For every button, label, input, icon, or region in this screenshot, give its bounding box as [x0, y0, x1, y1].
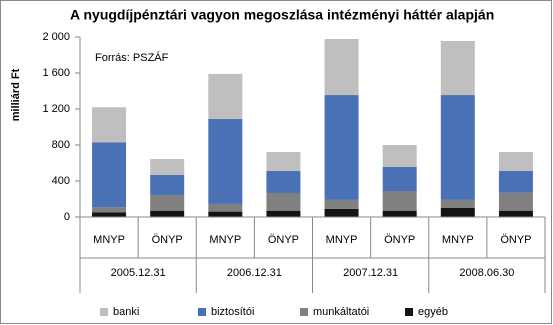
legend-label: biztosítói — [211, 306, 254, 318]
x-tick-label: MNYP — [209, 234, 241, 246]
bar-segment — [440, 95, 475, 200]
bar-segment — [150, 194, 185, 211]
bar-segment — [208, 211, 243, 217]
bar-segment — [150, 174, 185, 195]
legend-label: munkáltatói — [313, 306, 369, 318]
bar-segment — [266, 152, 301, 172]
legend-swatch — [100, 308, 108, 316]
bar-segment — [440, 40, 475, 96]
x-tick-label: ÖNYP — [500, 234, 531, 246]
bar-segment — [498, 192, 533, 211]
group-label: 2006.12.31 — [227, 267, 282, 279]
bar-segment — [324, 199, 359, 209]
bar-segment — [382, 210, 417, 217]
bar-segment — [382, 166, 417, 191]
group-label: 2005.12.31 — [111, 267, 166, 279]
bar-segment — [440, 199, 475, 208]
bar-segment — [208, 203, 243, 212]
bar-segment — [440, 208, 475, 217]
bar-segment — [498, 210, 533, 217]
bar-segment — [266, 192, 301, 211]
annotation: Forrás: PSZÁF — [95, 51, 169, 64]
bar-segment — [208, 118, 243, 204]
bar-segment — [324, 208, 359, 217]
y-tick-label: 2 000 — [42, 31, 70, 43]
legend-swatch — [198, 308, 206, 316]
bar-segment — [150, 210, 185, 217]
bar-segment — [382, 145, 417, 167]
bar-segment — [324, 95, 359, 200]
bar-segment — [266, 210, 301, 217]
y-tick-label: 800 — [52, 139, 70, 151]
group-label: 2007.12.31 — [343, 267, 398, 279]
chart-title: A nyugdíjpénztári vagyon megoszlása inté… — [70, 7, 494, 23]
bar-segment — [150, 159, 185, 175]
legend-label: egyéb — [418, 306, 448, 318]
y-tick-label: 0 — [64, 211, 70, 223]
group-label: 2008.06.30 — [459, 267, 514, 279]
y-tick-label: 1 200 — [42, 103, 70, 115]
y-tick-label: 1 600 — [42, 67, 70, 79]
bar-segment — [324, 38, 359, 96]
x-tick-label: MNYP — [326, 234, 358, 246]
bar-segment — [208, 73, 243, 119]
x-tick-label: ÖNYP — [384, 234, 415, 246]
x-tick-label: ÖNYP — [152, 234, 183, 246]
legend-label: banki — [113, 306, 139, 318]
x-tick-label: ÖNYP — [268, 234, 299, 246]
x-tick-label: MNYP — [93, 234, 125, 246]
bar-segment — [382, 190, 417, 211]
legend-swatch — [405, 308, 413, 316]
bar-segment — [266, 171, 301, 193]
bar-segment — [92, 142, 127, 208]
bar-segment — [498, 152, 533, 172]
bar-segment — [92, 212, 127, 217]
y-axis-label: milliárd Ft — [10, 68, 22, 121]
y-tick-label: 400 — [52, 175, 70, 187]
x-tick-label: MNYP — [442, 234, 474, 246]
legend-swatch — [300, 308, 308, 316]
bar-segment — [498, 171, 533, 193]
bar-segment — [92, 207, 127, 213]
bar-segment — [92, 107, 127, 143]
